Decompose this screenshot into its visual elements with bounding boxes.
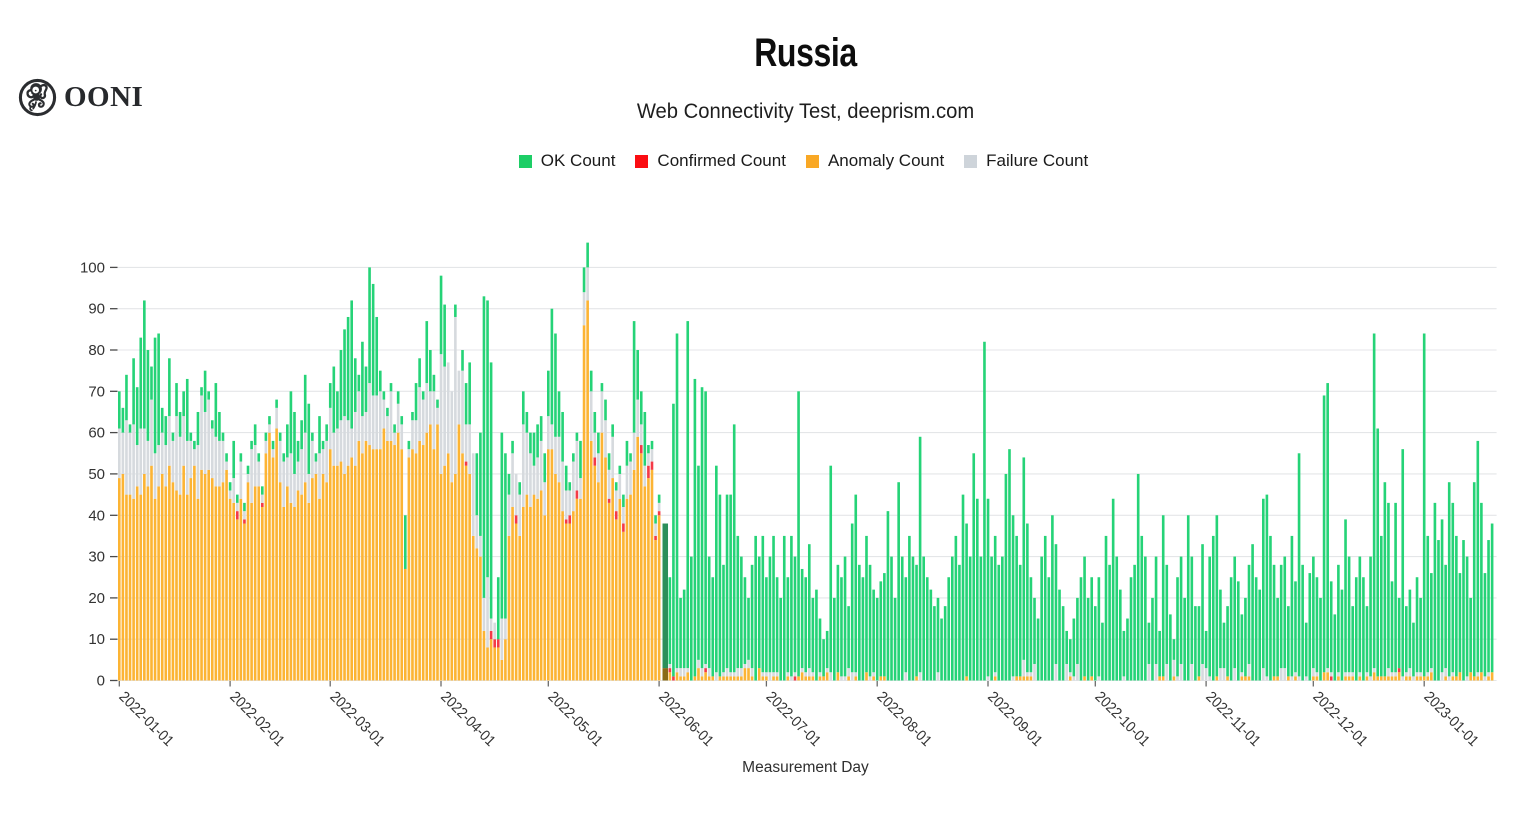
- svg-text:60: 60: [88, 425, 105, 442]
- svg-text:2022-12-01: 2022-12-01: [1309, 688, 1371, 750]
- svg-text:30: 30: [88, 549, 105, 566]
- svg-text:2022-07-01: 2022-07-01: [763, 688, 825, 750]
- svg-text:80: 80: [88, 342, 105, 359]
- svg-text:2022-11-01: 2022-11-01: [1202, 688, 1264, 750]
- svg-text:2022-02-01: 2022-02-01: [226, 688, 288, 750]
- svg-text:40: 40: [88, 507, 105, 524]
- svg-text:100: 100: [80, 259, 105, 276]
- svg-text:0: 0: [97, 673, 105, 690]
- svg-text:2022-10-01: 2022-10-01: [1091, 688, 1153, 750]
- svg-text:70: 70: [88, 383, 105, 400]
- svg-text:20: 20: [88, 590, 105, 607]
- svg-text:2022-08-01: 2022-08-01: [873, 688, 935, 750]
- svg-text:2022-04-01: 2022-04-01: [437, 688, 499, 750]
- svg-text:10: 10: [88, 631, 105, 648]
- svg-text:2022-01-01: 2022-01-01: [115, 688, 177, 750]
- svg-text:90: 90: [88, 301, 105, 318]
- svg-text:2022-05-01: 2022-05-01: [544, 688, 606, 750]
- svg-text:2023-01-01: 2023-01-01: [1420, 688, 1482, 750]
- svg-text:2022-03-01: 2022-03-01: [326, 688, 388, 750]
- svg-text:2022-09-01: 2022-09-01: [984, 688, 1046, 750]
- svg-text:2022-06-01: 2022-06-01: [655, 688, 717, 750]
- svg-text:50: 50: [88, 466, 105, 483]
